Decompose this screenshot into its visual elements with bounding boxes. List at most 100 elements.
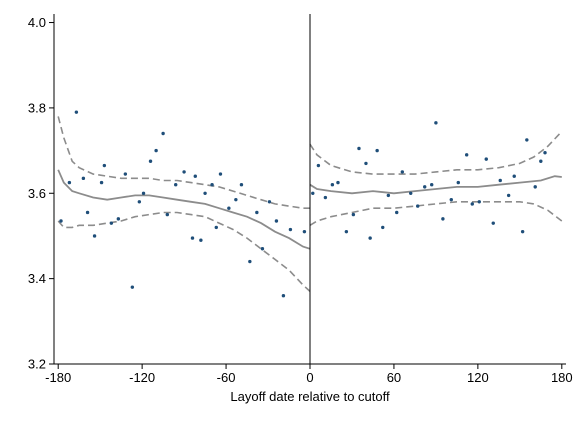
data-point [357, 146, 361, 151]
data-point [434, 121, 438, 125]
y-tick-label: 3.8 [28, 100, 46, 115]
data-point [386, 193, 391, 198]
data-point [512, 174, 516, 178]
x-tick-label: 180 [551, 370, 573, 385]
data-point [281, 294, 286, 298]
data-point [336, 180, 340, 185]
data-point [130, 285, 135, 289]
data-point [539, 159, 543, 163]
data-point [102, 163, 107, 168]
data-point [210, 183, 214, 187]
x-axis-title: Layoff date relative to cutoff [230, 389, 390, 404]
data-point [351, 212, 356, 217]
fit-left-line [57, 169, 311, 250]
ci-lower-left-line [57, 211, 311, 292]
data-point [190, 236, 195, 240]
data-point [456, 180, 460, 185]
data-point [227, 206, 231, 210]
data-point [368, 236, 372, 240]
ci-lower-right-line [309, 201, 563, 226]
data-point [141, 191, 146, 195]
data-point [484, 157, 488, 161]
x-tick-label: -120 [129, 370, 155, 385]
data-point [109, 221, 114, 225]
y-tick-label: 3.2 [28, 357, 46, 372]
data-point [174, 183, 178, 187]
data-point [255, 210, 259, 215]
data-point [449, 197, 453, 202]
data-point [99, 180, 104, 185]
data-point [344, 229, 349, 234]
data-point [288, 227, 293, 232]
data-point [161, 131, 165, 136]
data-point [395, 210, 399, 215]
data-point [430, 183, 434, 187]
data-point [81, 176, 86, 181]
x-axis-ticks: -180 -120 -60 0 60 120 180 [45, 364, 573, 385]
data-point [477, 200, 481, 204]
y-tick-label: 3.4 [28, 271, 46, 286]
data-point [137, 200, 142, 204]
data-point [92, 234, 97, 238]
data-point [182, 170, 186, 174]
data-point [67, 180, 72, 185]
data-point [381, 225, 385, 230]
data-point-layer [59, 110, 547, 298]
data-point [267, 200, 272, 204]
data-point [423, 185, 427, 189]
data-point [123, 172, 128, 176]
data-point [533, 185, 537, 189]
data-point [85, 210, 90, 215]
data-point [59, 219, 63, 223]
data-point [323, 195, 328, 200]
data-point [464, 153, 469, 157]
y-tick-label: 4.0 [28, 15, 46, 30]
data-point [498, 178, 502, 183]
x-tick-label: -180 [45, 370, 71, 385]
data-point [248, 259, 252, 264]
x-tick-label: 120 [467, 370, 489, 385]
data-point [416, 204, 420, 208]
data-point [543, 151, 547, 155]
data-point [165, 212, 170, 217]
data-point [520, 229, 525, 234]
data-point [193, 174, 197, 178]
data-point [203, 191, 207, 195]
data-point [234, 197, 238, 202]
axis-layer: -180 -120 -60 0 60 120 180 3.2 3.4 3.6 3.8 4.0 [28, 14, 573, 385]
ci-upper-left-line [57, 116, 310, 209]
y-tick-label: 3.6 [28, 186, 46, 201]
data-point [148, 159, 153, 163]
x-tick-label: 60 [387, 370, 401, 385]
data-point [400, 170, 405, 174]
data-point [302, 229, 307, 234]
data-point [330, 183, 335, 187]
data-point [525, 138, 529, 142]
data-point [116, 217, 121, 221]
data-point [409, 191, 413, 195]
data-point [316, 163, 321, 168]
x-tick-label: 0 [306, 370, 313, 385]
data-point [375, 148, 379, 153]
data-point [199, 238, 203, 242]
data-point [470, 202, 474, 206]
data-point [441, 217, 445, 221]
data-point [274, 219, 279, 223]
fit-line-layer [57, 169, 562, 250]
data-point [239, 183, 244, 187]
data-point [214, 225, 218, 230]
fit-right-line [309, 175, 562, 195]
data-point [364, 161, 368, 166]
confidence-band-layer [57, 116, 563, 292]
y-axis-ticks: 3.2 3.4 3.6 3.8 4.0 [28, 15, 54, 372]
ci-upper-right-line [309, 130, 563, 175]
data-point [260, 247, 265, 251]
data-point [311, 191, 315, 195]
data-point [154, 148, 158, 153]
data-point [491, 221, 495, 225]
x-tick-label: -60 [217, 370, 236, 385]
data-point [506, 193, 511, 198]
data-point [218, 172, 223, 176]
